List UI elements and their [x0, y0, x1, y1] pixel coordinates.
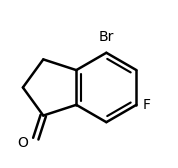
Text: O: O — [18, 136, 28, 150]
Text: F: F — [143, 98, 151, 112]
Text: Br: Br — [99, 30, 114, 44]
